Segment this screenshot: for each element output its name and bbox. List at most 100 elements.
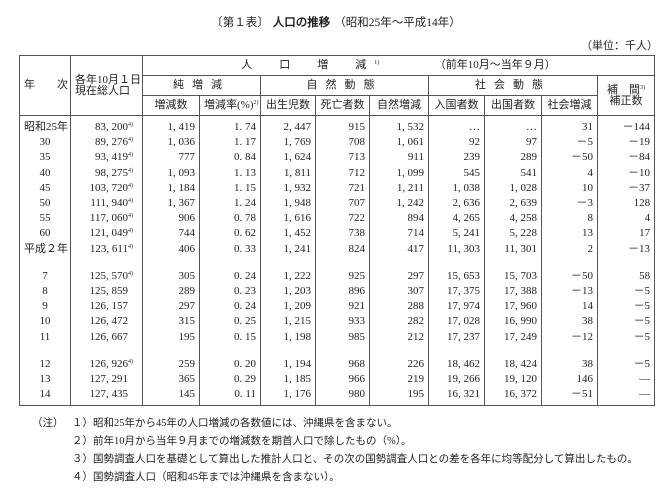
cell-nat: 288 [369,299,429,315]
cell-birth: 1, 203 [260,283,316,300]
cell-value: 125, 570 [89,269,129,282]
cell-value: 58 [639,269,651,282]
cell-value: 714 [407,227,425,240]
cell-total: 125, 5704) [70,268,143,284]
cell-in [428,256,485,269]
cell-value: 195 [178,330,196,343]
cell-value: 145 [178,388,196,401]
cell-value: 16, 990 [504,315,537,328]
cell-value: 0. 33 [234,242,256,255]
cell-net: 906 [142,211,200,227]
cell-value: 97 [526,136,537,149]
cell-value: 83, 200 [95,121,128,134]
cell-value: 297 [407,269,425,282]
cell-value: 1. 15 [234,181,256,194]
cell-out: 15, 703 [484,268,542,284]
footnote-mark: 4) [128,152,133,159]
cell-value: 11, 301 [504,242,537,255]
cell-out: 18, 424 [484,356,542,372]
cell-total: 127, 291 [70,371,143,387]
cell-value: … [469,121,480,134]
cell-value: 1. 13 [234,166,256,179]
table-row: 35 93, 4194) 777 0. 84 1, 624 713 911 239 289 －50… [19,150,656,166]
cell-adj: －144 [596,115,656,136]
cell-value: －51 [571,388,593,401]
cell-value: 17, 960 [504,300,537,313]
cell-value: 11, 303 [447,242,480,255]
cell-soc [541,256,598,269]
cell-birth: 1, 948 [260,195,316,212]
cell-nat: 297 [369,268,429,284]
note-2: ２）前年10月から当年９月までの増減数を期首人口で除したもの（%）。 [72,436,412,447]
cell-value: 297 [178,300,196,313]
cell-value: 1, 769 [283,136,312,149]
cell-year: 8 [19,283,71,300]
cell-rate: 0. 84 [199,150,261,166]
spacer-row [19,256,656,269]
cell-out: 11, 301 [484,241,542,257]
cell-death: 925 [315,268,370,284]
cell-soc: －50 [541,268,598,284]
cell-in: 5, 241 [428,226,485,242]
cell-value: 0. 29 [234,372,256,385]
header-natural-text: 自然動態 [306,79,383,91]
cell-year: 12 [19,356,71,372]
cell-value: 0. 62 [234,227,256,240]
cell-value: －13 [628,242,651,255]
cell-value: 126, 667 [89,330,129,343]
cell-value: 19, 266 [447,372,480,385]
cell-value: －84 [628,151,651,164]
cell-value: 146 [576,372,594,385]
cell-soc [541,344,598,357]
cell-value: －50 [571,269,593,282]
cell-value: 0. 20 [234,357,256,370]
cell-value: 417 [407,242,425,255]
cell-total [70,344,143,357]
cell-value: 4 [587,166,594,179]
cell-out: 17, 960 [484,299,542,315]
table-row: 11 126, 667 195 0. 15 1, 198 985 212 17, 237 17,… [19,329,656,345]
note-1: １）昭和25年から45年の人口増減の各数値には、沖縄県を含まない。 [72,418,398,429]
cell-year: 14 [19,387,71,407]
cell-value: 985 [348,330,366,343]
cell-value: 8 [42,284,48,297]
table-range: （昭和25年～平成14年） [334,17,461,29]
cell-value: 708 [348,136,366,149]
cell-nat: 1, 061 [369,135,429,151]
cell-value: 0. 15 [234,330,256,343]
cell-value: 406 [178,242,196,255]
cell-death: 966 [315,371,370,387]
cell-value: 126, 157 [89,300,129,313]
spacer-row [19,344,656,357]
cell-birth: 1, 811 [260,165,316,181]
cell-year: 13 [19,371,71,387]
cell-value: 713 [348,151,366,164]
cell-soc: －3 [541,195,598,212]
cell-nat: 714 [369,226,429,242]
cell-year: 35 [19,150,71,166]
cell-total: 117, 0604) [70,211,143,227]
cell-value: 0. 78 [234,212,256,225]
cell-total: 125, 859 [70,283,143,300]
cell-rate: 0. 78 [199,211,261,227]
cell-rate: 0. 15 [199,329,261,345]
cell-in: 92 [428,135,485,151]
cell-value: 1, 532 [396,121,425,134]
cell-value: 9 [42,300,48,313]
table-row: 8 125, 859 289 0. 23 1, 203 896 307 17, 375 17, … [19,283,656,300]
cell-value: 4 [644,212,651,225]
cell-soc: －13 [541,283,598,300]
cell-net: 406 [142,241,200,257]
footnote-mark: 4) [128,243,133,250]
cell-total: 126, 9264) [70,356,143,372]
cell-rate: 0. 24 [199,299,261,315]
cell-birth: 1, 452 [260,226,316,242]
cell-adj [596,344,656,357]
cell-value: 4, 265 [452,212,481,225]
cell-value: 2 [587,242,594,255]
cell-value: 111, 940 [90,197,128,210]
cell-out: 16, 372 [484,387,542,407]
cell-nat: 219 [369,371,429,387]
footnote-mark: 2) [253,100,259,106]
cell-value: 5, 241 [452,227,481,240]
